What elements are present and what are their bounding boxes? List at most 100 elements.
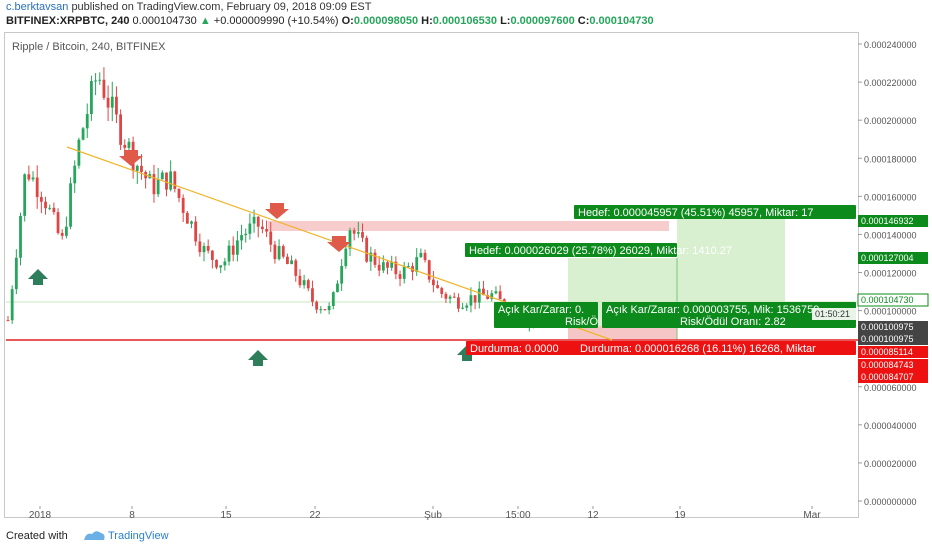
author-link[interactable]: c.berktavsan xyxy=(6,1,69,13)
candle-body xyxy=(123,144,127,148)
candle-body xyxy=(281,246,285,257)
candle-body xyxy=(436,285,439,289)
candle-body xyxy=(298,275,302,286)
candle-body xyxy=(194,221,198,242)
price-label-bg xyxy=(857,293,929,307)
candle-body xyxy=(452,296,456,298)
candle-body xyxy=(73,165,77,184)
price-label: 0.000104730 xyxy=(861,295,914,305)
candle-body xyxy=(461,307,464,309)
close-value: 0.000104730 xyxy=(589,15,654,27)
candle-body xyxy=(269,231,273,245)
candle-body xyxy=(165,172,168,190)
candle-body xyxy=(115,96,118,115)
y-tick-label: 0.000160000 xyxy=(864,192,917,202)
candle-body xyxy=(323,309,327,311)
candle-body xyxy=(365,237,369,262)
candle-body xyxy=(94,80,97,82)
candle-body xyxy=(390,261,394,268)
candle-body xyxy=(210,250,214,260)
down-arrow-icon xyxy=(265,203,289,219)
candle-body xyxy=(173,171,177,189)
candle-body xyxy=(490,293,494,299)
candle-body xyxy=(248,223,252,234)
candle-body xyxy=(44,201,47,209)
candle-body xyxy=(398,274,402,279)
x-tick-label: 12 xyxy=(587,510,599,521)
candle-body xyxy=(256,216,260,227)
up-arrow-icon: ▲ xyxy=(199,15,211,27)
ticker: BITFINEX:XRPBTC, 240 xyxy=(6,15,130,27)
candle-body xyxy=(457,297,460,309)
y-tick-label: 0.000000000 xyxy=(864,497,917,507)
publish-info: c.berktavsan published on TradingView.co… xyxy=(6,1,371,13)
price-label: 0.000146932 xyxy=(861,216,914,226)
down-arrow-icon xyxy=(119,150,143,166)
candle-body xyxy=(361,232,364,238)
candle-body xyxy=(427,260,431,280)
target-label-1-bg xyxy=(574,205,856,219)
pnl-label-1: Açık Kar/Zarar: 0. xyxy=(498,304,584,316)
candle-body xyxy=(35,177,39,198)
candle-body xyxy=(31,177,35,180)
candle-body xyxy=(448,296,452,299)
created-with-text: Created with xyxy=(6,530,68,542)
candle-body xyxy=(215,259,218,268)
x-tick-label: Şub xyxy=(424,510,442,521)
candle-body xyxy=(69,183,72,227)
price-label-bg xyxy=(858,333,928,345)
price-label: 0.000100975 xyxy=(861,334,914,344)
candle-body xyxy=(373,252,377,265)
candle-body xyxy=(106,97,110,108)
candle-body xyxy=(219,265,223,268)
candle-body xyxy=(244,233,248,236)
candle-body xyxy=(56,212,60,233)
stop-label-2-bg xyxy=(576,341,856,355)
pnl-label-2: Açık Kar/Zarar: 0.000003755, Mik: 153675… xyxy=(606,304,819,316)
candle-body xyxy=(348,230,352,249)
candle-body xyxy=(140,165,143,173)
pnl-label-1-bg xyxy=(494,302,598,328)
price-label-bg xyxy=(858,215,928,227)
candle-body xyxy=(198,241,202,253)
candle-body xyxy=(482,288,485,296)
candle-body xyxy=(498,291,502,300)
candle-body xyxy=(290,260,293,265)
x-tick-label: 19 xyxy=(674,510,686,521)
candle-body xyxy=(52,207,56,213)
candle-body xyxy=(265,229,268,232)
stop-zone-1 xyxy=(568,326,677,339)
price-chart[interactable]: 0.000240000 0.000220000 0.000200000 0.00018… xyxy=(0,0,932,522)
down-arrow-icon xyxy=(327,236,351,252)
up-arrow-icon xyxy=(248,350,268,366)
price-label: 0.000100975 xyxy=(861,322,914,332)
candle-body xyxy=(340,265,344,284)
price-label-bg xyxy=(858,359,928,371)
candle-body xyxy=(231,245,235,255)
price-label: 0.000084743 xyxy=(861,360,914,370)
chart-title: Ripple / Bitcoin, 240, BITFINEX xyxy=(12,41,166,53)
candle-body xyxy=(169,171,173,190)
footer: Created with TradingView xyxy=(0,522,932,550)
x-tick-label: 15:00 xyxy=(505,510,530,521)
price-label-bg xyxy=(858,346,928,358)
price-label: 0.000084707 xyxy=(861,372,914,382)
y-axis: 0.000240000 0.000220000 0.000200000 0.00018… xyxy=(858,40,917,507)
tradingview-brand[interactable]: TradingView xyxy=(108,530,169,542)
y-tick-label: 0.000220000 xyxy=(864,78,917,88)
candle-body xyxy=(110,96,114,108)
x-tick-label: 8 xyxy=(129,510,135,521)
target-label-2: Hedef: 0.000026029 (25.78%) 26029, Mikta… xyxy=(469,245,732,257)
open-value: 0.000098050 xyxy=(353,15,419,27)
x-axis: 2018 8 15 22 Şub 15:00 12 19 Mar xyxy=(29,506,821,521)
candle-body xyxy=(477,288,481,303)
y-tick-label: 0.000200000 xyxy=(864,116,917,126)
price-label-bg xyxy=(858,371,928,383)
candle-body xyxy=(27,174,31,180)
candle-body xyxy=(206,246,210,251)
candle-body xyxy=(277,246,281,260)
open-label: O: xyxy=(341,15,354,27)
y-tick-label: 0.000100000 xyxy=(864,307,917,317)
chart-frame[interactable] xyxy=(4,32,859,518)
candle-body xyxy=(181,197,185,213)
